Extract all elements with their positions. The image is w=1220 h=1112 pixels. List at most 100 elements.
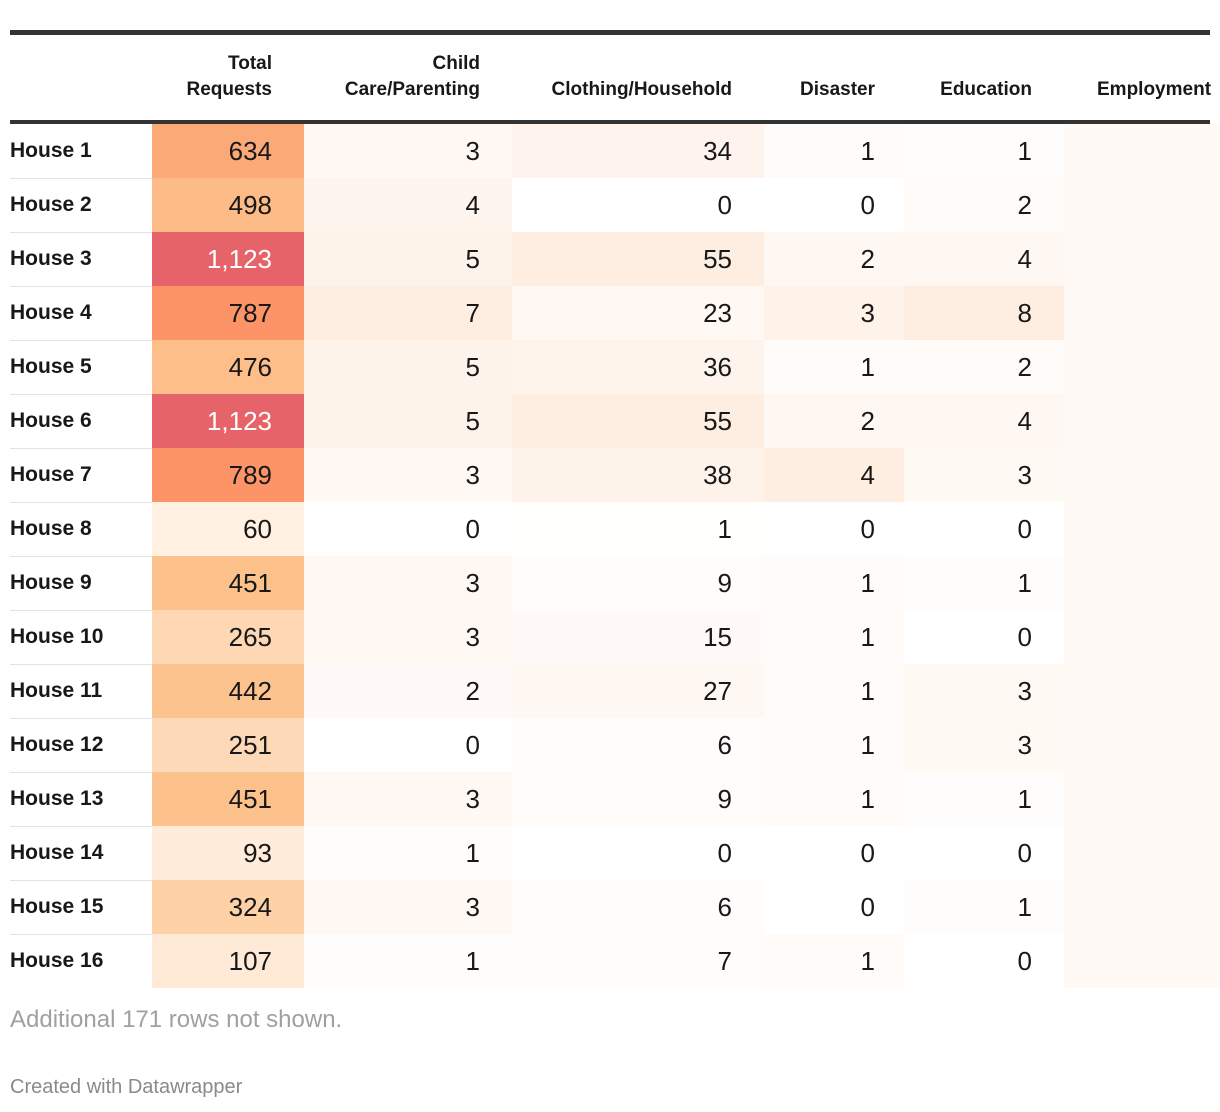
table-cell: 1 [512,502,764,556]
table-cell: 93 [152,826,304,880]
table-cell: 451 [152,772,304,826]
table-cell [1064,502,1220,556]
table-cell: 1 [764,934,904,988]
table-cell [1064,664,1220,718]
table-cell: 3 [904,448,1064,502]
table-cell: 107 [152,934,304,988]
table-cell: 5 [304,394,512,448]
table-cell: 2 [904,178,1064,232]
table-cell: 1 [904,556,1064,610]
table-cell: 0 [304,718,512,772]
table-cell: 442 [152,664,304,718]
table-cell: 1 [764,772,904,826]
table-cell: 0 [904,934,1064,988]
table-cell: 8 [904,286,1064,340]
table-cell: 2 [764,394,904,448]
table-cell: 1 [904,880,1064,934]
table-cell: 2 [304,664,512,718]
table-cell [1064,448,1220,502]
row-label: House 2 [10,193,92,216]
table-cell [1064,178,1220,232]
table-cell: 6 [512,718,764,772]
table-cell: 0 [904,826,1064,880]
table-cell: 0 [764,826,904,880]
column-header: Disaster [800,79,875,100]
table-cell: 15 [512,610,764,664]
table-cell: 6 [512,880,764,934]
table-cell: 60 [152,502,304,556]
table-cell: 0 [304,502,512,556]
table-cell: 0 [764,880,904,934]
table-cell: 23 [512,286,764,340]
table-cell [1064,610,1220,664]
table-cell: 7 [304,286,512,340]
table-cell: 55 [512,232,764,286]
table-cell: 789 [152,448,304,502]
top-rule [10,30,1210,35]
table-cell: 3 [304,124,512,178]
table-cell: 0 [764,178,904,232]
table-cell: 5 [304,232,512,286]
table-cell: 1 [904,772,1064,826]
row-label: House 11 [10,679,103,702]
column-header: Clothing/Household [551,79,732,100]
table-cell: 1,123 [152,394,304,448]
column-header: Child Care/Parenting [344,53,480,100]
table-cell [1064,232,1220,286]
table-cell [1064,286,1220,340]
row-label: House 4 [10,301,92,324]
column-header: Education [940,79,1032,100]
row-label: House 8 [10,517,92,540]
table-cell [1064,394,1220,448]
table-cell: 3 [304,610,512,664]
table-cell: 265 [152,610,304,664]
credit: Created with Datawrapper [10,1076,243,1098]
table-cell: 0 [904,502,1064,556]
table-cell: 1 [764,124,904,178]
table-cell: 1 [304,826,512,880]
table-cell: 2 [904,340,1064,394]
table-cell: 3 [304,772,512,826]
table-cell: 38 [512,448,764,502]
table-cell: 634 [152,124,304,178]
table-cell: 4 [904,394,1064,448]
table-cell: 3 [904,664,1064,718]
header-rule [10,120,1210,124]
table-cell: 9 [512,772,764,826]
table-cell: 1 [304,934,512,988]
table-cell: 9 [512,556,764,610]
table-cell: 3 [304,556,512,610]
row-label: House 9 [10,571,92,594]
row-label: House 15 [10,895,104,918]
table-cell: 451 [152,556,304,610]
table-cell: 787 [152,286,304,340]
note: Additional 171 rows not shown. [10,1006,343,1033]
table-cell [1064,556,1220,610]
table-cell: 3 [304,880,512,934]
row-label: House 7 [10,463,92,486]
table-cell: 0 [512,178,764,232]
row-label: House 3 [10,247,92,270]
table-cell: 7 [512,934,764,988]
table-cell: 0 [512,826,764,880]
table-cell: 3 [304,448,512,502]
table-cell [1064,772,1220,826]
table-cell: 324 [152,880,304,934]
table-cell: 1 [904,124,1064,178]
table-cell: 4 [904,232,1064,286]
table-cell: 0 [904,610,1064,664]
row-label: House 16 [10,949,104,972]
table-cell: 2 [764,232,904,286]
table-cell: 1 [764,610,904,664]
table-cell: 55 [512,394,764,448]
column-header: Total Requests [186,53,272,100]
table-cell: 1 [764,556,904,610]
table-cell: 476 [152,340,304,394]
table-cell: 4 [764,448,904,502]
table-cell [1064,340,1220,394]
table-cell [1064,880,1220,934]
table-cell [1064,124,1220,178]
table-cell: 1,123 [152,232,304,286]
table-cell: 3 [764,286,904,340]
